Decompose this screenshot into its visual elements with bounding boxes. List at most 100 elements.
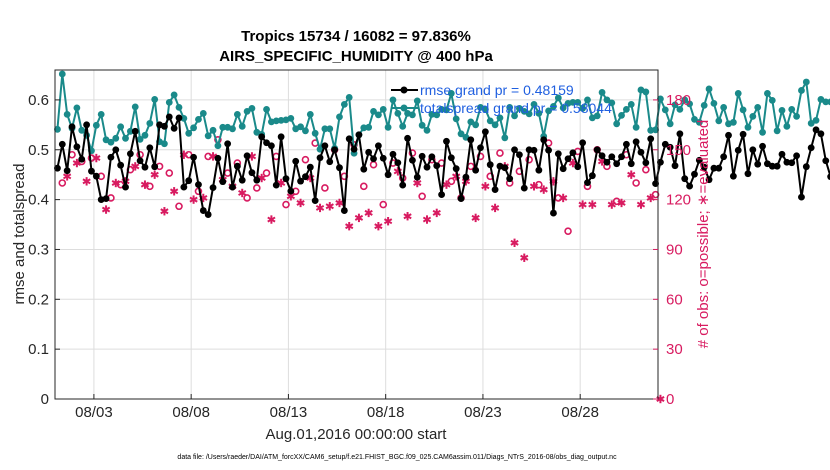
legend-rmse-marker [400,86,408,94]
totalspread-point [773,127,781,135]
rmse-point [472,166,480,174]
totalspread-point [345,94,353,101]
rmse-point [720,153,728,161]
totalspread-point [399,122,407,130]
rmse-point [258,133,266,141]
obs-evaluated-point [559,193,568,203]
obs-possible-point [321,184,329,192]
rmse-point [618,153,625,161]
rmse-point [788,159,796,167]
y-left-tick-label: 0.4 [28,192,49,209]
rmse-point [516,151,523,159]
rmse-point [550,209,557,217]
rmse-point [267,142,275,150]
rmse-point [292,157,300,165]
rmse-point [78,155,86,163]
obs-evaluated-point [354,213,364,223]
rmse-point [404,134,411,142]
obs-evaluated-point [140,180,150,189]
rmse-point [452,165,460,173]
totalspread-point [744,123,752,131]
totalspread-point [384,123,392,131]
totalspread-point [126,127,134,135]
rmse-point [812,126,820,134]
obs-possible-point [496,149,504,157]
rmse-point [729,172,737,180]
rmse-point [545,146,552,154]
y-right-tick-label: 90 [666,241,683,258]
rmse-point [817,130,825,138]
totalspread-point [209,126,217,134]
totalspread-point [764,90,771,97]
totalspread-point [374,111,382,119]
totalspread-point [78,126,86,134]
rmse-point [598,152,606,160]
y-right-tick-label: 0 [666,391,674,408]
y-right-tick-label: 30 [666,341,683,358]
totalspread-point [525,110,533,118]
obs-evaluated-point [520,253,529,262]
totalspread-point [112,134,120,142]
totalspread-point [632,123,640,131]
obs-evaluated-point [72,158,82,168]
obs-possible-point [282,200,290,209]
rmse-point [102,195,110,203]
totalspread-point [822,98,830,106]
obs-evaluated-point [432,208,441,218]
rmse-point [676,130,684,138]
rmse-point [204,211,212,218]
totalspread-point [608,99,616,107]
rmse-point [579,139,587,147]
rmse-point [136,157,144,165]
rmse-point [554,150,562,158]
totalspread-point [170,91,178,99]
totalspread-point [501,134,509,142]
rmse-point [316,154,324,162]
totalspread-point [418,121,426,129]
rmse-point [734,146,742,154]
rmse-point [399,181,407,189]
rmse-point [467,136,475,144]
rmse-point [744,170,752,178]
rmse-point [170,124,178,132]
totalspread-point [58,70,66,78]
x-tick-label: 08/23 [464,404,502,421]
rmse-point [263,139,270,147]
totalspread-point [365,123,373,131]
rmse-point [807,144,815,152]
rmse-point [360,165,368,173]
rmse-point [506,175,514,183]
rmse-point [311,197,319,205]
rmse-point [559,165,567,173]
obs-possible-point [369,160,378,169]
totalspread-point [584,96,591,104]
totalspread-point [131,103,139,111]
rmse-point [759,142,766,150]
rmse-point [409,156,416,164]
totalspread-point [778,106,786,114]
rmse-point [277,133,285,141]
rmse-point [126,150,134,158]
totalspread-point [613,120,621,128]
obs-evaluated-point [82,177,91,186]
totalspread-point [569,99,577,106]
rmse-point [613,160,621,168]
rmse-point [302,173,309,181]
totalspread-point [336,113,343,121]
obs-evaluated-point [111,178,120,188]
rmse-point [165,113,173,121]
obs-possible-point [476,152,485,161]
legend-spread-label: totalspread grand pr = 0.58044 [420,100,612,116]
obs-possible-point [651,190,660,199]
rmse-point [443,137,450,145]
rmse-point [768,162,776,170]
totalspread-point [827,98,830,106]
totalspread-point [661,106,669,114]
totalspread-point [545,107,552,115]
rmse-point [749,146,757,154]
rmse-point [671,162,679,170]
totalspread-point [691,115,698,123]
rmse-point [686,182,694,190]
totalspread-point [652,126,659,134]
obs-possible-point [632,179,640,187]
